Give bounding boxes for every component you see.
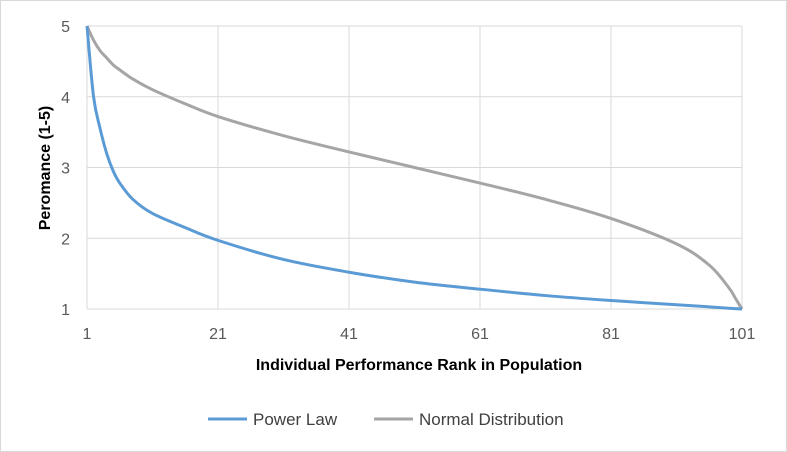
legend-label-normal-distribution: Normal Distribution (419, 410, 564, 429)
y-axis-title: Peromance (1-5) (37, 106, 54, 231)
x-tick-label: 61 (471, 326, 489, 343)
series-line-power-law (85, 25, 743, 311)
x-tick-label: 81 (602, 326, 620, 343)
x-tick-label: 41 (340, 326, 358, 343)
series-line-normal-distribution (85, 25, 744, 310)
series-lines (85, 25, 744, 311)
tick-labels: 1 2 3 4 5 1 21 41 61 81 101 (61, 19, 755, 343)
y-tick-label: 2 (61, 231, 70, 248)
y-tick-label: 3 (61, 161, 70, 178)
x-tick-label: 21 (209, 326, 227, 343)
x-tick-label: 101 (729, 326, 756, 343)
y-tick-label: 5 (61, 19, 70, 36)
legend-label-power-law: Power Law (253, 410, 338, 429)
y-tick-label: 4 (61, 90, 70, 107)
x-tick-label: 1 (83, 326, 92, 343)
axes (86, 26, 742, 310)
x-axis-title: Individual Performance Rank in Populatio… (256, 357, 582, 374)
y-tick-label: 1 (61, 302, 70, 319)
legend: Power Law Normal Distribution (208, 410, 564, 429)
grid-lines (87, 25, 743, 309)
